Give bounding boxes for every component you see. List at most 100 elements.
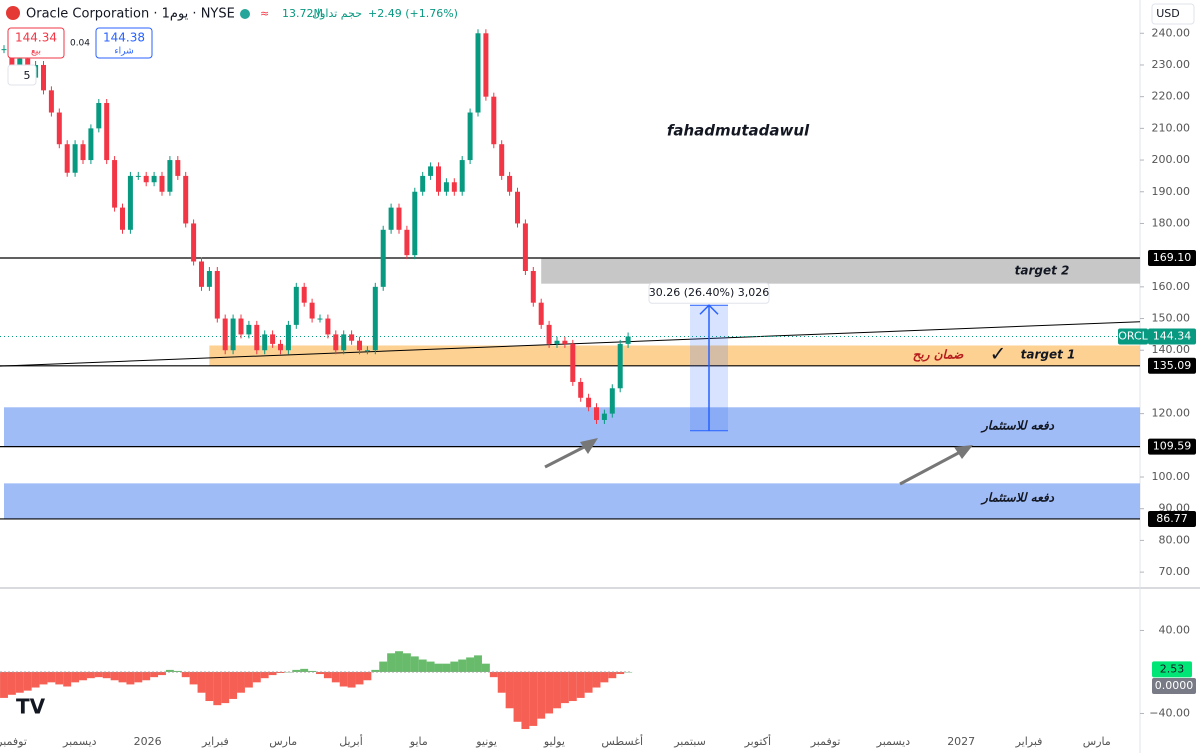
candle (120, 207, 125, 230)
candle (278, 343, 283, 351)
candle (578, 381, 584, 398)
candle (483, 33, 489, 97)
candle (262, 334, 268, 351)
y-tick-label: 120.00 (1152, 407, 1191, 420)
currency-button[interactable] (1151, 3, 1195, 25)
histogram-bar (395, 651, 403, 672)
candle (135, 175, 141, 177)
histogram-bar (410, 656, 419, 672)
candle (507, 175, 513, 192)
histogram-bar (529, 671, 538, 726)
histogram-bar (189, 671, 198, 685)
histogram-bar (442, 663, 451, 672)
level-tag (1148, 438, 1196, 455)
histogram-bar (576, 671, 585, 698)
candle (357, 340, 362, 351)
logo: TV (16, 695, 46, 719)
histogram-bar (23, 671, 32, 691)
price-label: 144.34 (1153, 329, 1192, 342)
candle (301, 286, 307, 303)
histogram-bar (505, 671, 514, 709)
buy-button[interactable] (95, 27, 153, 59)
histogram-bar (221, 671, 230, 704)
candle (96, 103, 102, 129)
level-label: 109.59 (1153, 440, 1192, 453)
x-tick-label: مارس (1083, 735, 1111, 748)
histogram-bar (513, 671, 522, 722)
annotation: دفعه للاستثمار (980, 491, 1055, 506)
histogram-bar (134, 671, 143, 683)
y-tick-label: 80.00 (1159, 533, 1191, 546)
x-tick-label: مايو (409, 735, 428, 748)
x-tick-label: ديسمبر (876, 735, 911, 748)
x-tick-label: 2027 (947, 735, 975, 748)
status (240, 9, 250, 19)
x-tick-label: أكتوبر (744, 734, 771, 748)
level-tag (1148, 510, 1196, 527)
osc-label: 0.0000 (1155, 679, 1194, 692)
histogram-bar (142, 671, 151, 681)
candle (238, 318, 244, 335)
histogram-bar (600, 671, 609, 683)
y-tick-label: 100.00 (1152, 470, 1191, 483)
y-tick-label: 240.00 (1152, 26, 1191, 39)
candle (127, 175, 133, 230)
candle (522, 223, 528, 271)
histogram-bar (363, 671, 372, 681)
histogram-bar (339, 671, 348, 687)
y-tick-label: −40.00 (1149, 706, 1190, 719)
collapse-button[interactable] (7, 64, 37, 86)
histogram-bar (110, 671, 119, 681)
histogram-bar (268, 671, 277, 676)
histogram-bar (118, 671, 127, 683)
histogram-bar (213, 671, 222, 706)
interval: 5 (24, 69, 31, 82)
target-label: target 1 (1021, 348, 1076, 362)
histogram-bar (450, 661, 459, 672)
candle (491, 96, 497, 145)
histogram-bar (560, 671, 569, 704)
y-tick-label: 150.00 (1152, 312, 1191, 325)
drawings (0, 257, 1141, 520)
level-tag (1148, 357, 1196, 374)
sell-label: بيع (31, 47, 41, 57)
candle (499, 144, 505, 176)
candle (388, 207, 394, 230)
candle (380, 229, 386, 287)
histogram-bar (165, 669, 174, 672)
histogram-bar (434, 663, 443, 672)
histogram-bar (158, 671, 166, 676)
candle (206, 270, 212, 287)
candle (199, 261, 204, 287)
sell-button[interactable] (7, 27, 65, 59)
histogram-bar (481, 663, 490, 672)
histogram-bar (497, 671, 506, 693)
histogram-bar (331, 671, 340, 683)
currency: USD (1156, 7, 1180, 20)
candle (254, 324, 260, 351)
histogram-bar (71, 671, 80, 683)
x-tick-label: مارس (269, 735, 297, 748)
histogram-bar (553, 671, 561, 709)
y-tick-label: 190.00 (1152, 185, 1191, 198)
histogram-bar (229, 671, 238, 699)
level-label: 135.09 (1153, 359, 1192, 372)
measure-label: 30.26 (26.40%) 3,026 (649, 286, 770, 299)
trendline (0, 321, 1141, 367)
buy-label: شراء (114, 47, 133, 57)
histogram-bar (418, 659, 427, 672)
candle (459, 160, 465, 192)
candle (159, 175, 165, 192)
arrow (899, 445, 973, 486)
candle (396, 207, 402, 230)
candle (617, 343, 623, 389)
candle (625, 336, 631, 344)
candle (285, 324, 291, 351)
histogram-bar (584, 671, 593, 693)
candle (554, 340, 560, 344)
candle (428, 166, 434, 176)
histogram-bar (86, 671, 95, 679)
symbol-label: ORCL (1118, 329, 1148, 342)
histogram-bar (489, 671, 498, 678)
histogram-bar (31, 671, 40, 688)
